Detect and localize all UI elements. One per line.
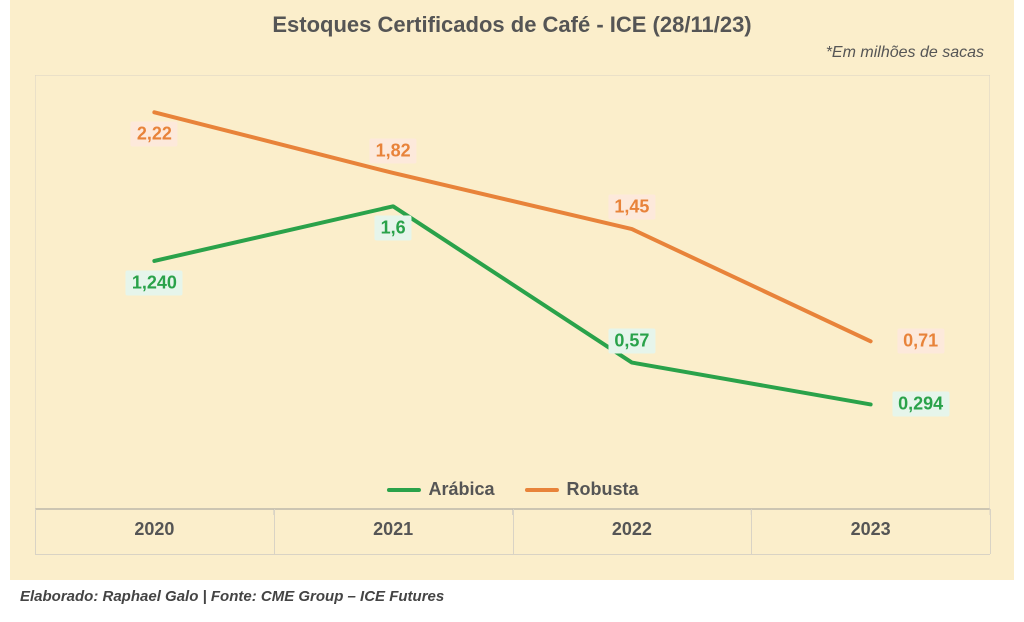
- x-axis-separator: [513, 509, 514, 554]
- x-axis-bottom-border: [35, 554, 990, 555]
- data-label-arábica: 1,6: [375, 216, 412, 241]
- data-label-robusta: 2,22: [131, 122, 178, 147]
- x-tick-label: 2023: [851, 519, 891, 540]
- data-label-arábica: 0,294: [892, 392, 949, 417]
- x-axis-separator: [751, 509, 752, 554]
- legend-label: Arábica: [428, 479, 494, 500]
- legend-item-robusta: Robusta: [525, 479, 639, 500]
- chart-container: Estoques Certificados de Café - ICE (28/…: [0, 0, 1024, 622]
- chart-subtitle: *Em milhões de sacas: [826, 44, 984, 62]
- data-label-arábica: 0,57: [608, 328, 655, 353]
- data-label-robusta: 1,45: [608, 195, 655, 220]
- credit-line: Elaborado: Raphael Galo | Fonte: CME Gro…: [20, 588, 444, 605]
- x-tick-label: 2022: [612, 519, 652, 540]
- legend-swatch: [386, 488, 420, 492]
- data-label-robusta: 1,82: [370, 138, 417, 163]
- chart-title: Estoques Certificados de Café - ICE (28/…: [0, 12, 1024, 38]
- x-tick-label: 2021: [373, 519, 413, 540]
- data-label-robusta: 0,71: [897, 329, 944, 354]
- x-axis-separator: [990, 509, 991, 554]
- x-tick-label: 2020: [134, 519, 174, 540]
- x-axis-separator: [274, 509, 275, 554]
- legend-swatch: [525, 488, 559, 492]
- legend-label: Robusta: [567, 479, 639, 500]
- legend: Arábica Robusta: [386, 479, 638, 500]
- legend-item-arábica: Arábica: [386, 479, 494, 500]
- data-label-arábica: 1,240: [126, 270, 183, 295]
- x-axis-separator: [35, 509, 36, 554]
